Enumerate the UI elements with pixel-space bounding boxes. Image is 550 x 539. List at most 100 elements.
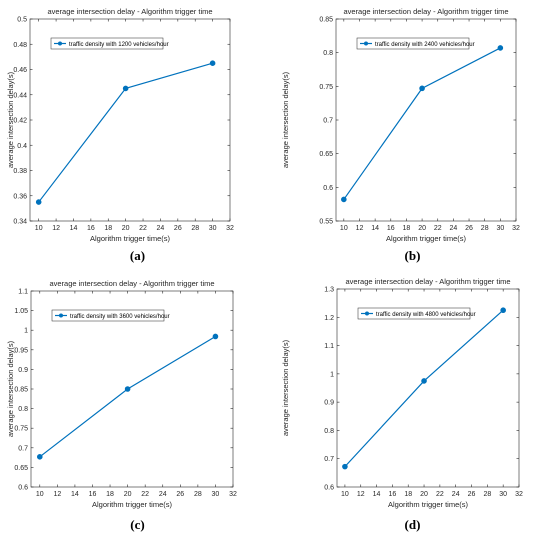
- data-point: [209, 60, 216, 66]
- x-tick-label: 22: [139, 225, 147, 232]
- x-tick-label: 30: [496, 225, 504, 232]
- y-tick-label: 0.6: [324, 485, 334, 492]
- chart-panel-a: 10 12 14 16 18 20 22 24 26 28 30 32 0.34 0.36 0.38 0.4 0…: [0, 0, 275, 269]
- y-tick-label: 0.65: [319, 151, 333, 158]
- x-tick-label: 14: [373, 491, 381, 498]
- x-tick-label: 20: [418, 225, 426, 232]
- chart-content: 10 12 14 16 18 20 22 24 26 28 30 32 0.6 0.7 0.8 0.9 1 1.1…: [281, 277, 523, 509]
- y-tick-label: 0.48: [13, 42, 27, 49]
- chart-d: 10 12 14 16 18 20 22 24 26 28 30 32 0.6 0.7 0.8 0.9 1 1.1…: [281, 277, 523, 509]
- y-tick-label: 1.1: [18, 289, 28, 296]
- chart-panel-b: 10 12 14 16 18 20 22 24 26 28 30 32 0.55 0.6 0.65 0.7 0.…: [275, 0, 550, 269]
- x-tick-label: 16: [87, 225, 95, 232]
- x-tick-label: 16: [89, 491, 97, 498]
- x-tick-label: 26: [465, 225, 473, 232]
- y-tick-label: 0.85: [319, 17, 333, 24]
- x-tick-label: 30: [209, 225, 217, 232]
- data-point: [342, 463, 348, 470]
- x-tick-label: 28: [481, 225, 489, 232]
- x-tick-label: 16: [387, 225, 395, 232]
- y-tick-label: 0.85: [14, 387, 28, 394]
- chart-title: average intersection delay - Algorithm t…: [343, 7, 508, 16]
- data-point: [497, 45, 504, 51]
- data-point: [341, 196, 347, 203]
- chart-content: 10 12 14 16 18 20 22 24 26 28 30 32 0.55 0.6 0.65 0.7 0.…: [281, 7, 520, 243]
- data-point: [122, 85, 129, 92]
- chart-content: 10 12 14 16 18 20 22 24 26 28 30 32 0.34 0.36 0.38 0.4 0…: [6, 7, 234, 243]
- y-tick-label: 0.75: [319, 84, 333, 91]
- x-tick-label: 14: [70, 225, 78, 232]
- y-tick-label: 0.38: [13, 168, 27, 175]
- x-tick-label: 28: [194, 491, 202, 498]
- x-tick-label: 20: [122, 225, 130, 232]
- y-tick-label: 0.6: [18, 485, 28, 492]
- data-point: [212, 333, 219, 340]
- x-tick-label: 32: [226, 225, 234, 232]
- x-tick-label: 24: [157, 225, 165, 232]
- x-tick-label: 24: [452, 491, 460, 498]
- y-tick-label: 1.3: [324, 287, 334, 294]
- y-axis-label: average intersection delay(s): [6, 340, 15, 437]
- chart-title: average intersection delay - Algorithm t…: [49, 279, 214, 288]
- chart-a: 10 12 14 16 18 20 22 24 26 28 30 32 0.34 0.36 0.38 0.4 0…: [6, 7, 234, 243]
- x-tick-label: 10: [35, 225, 43, 232]
- x-tick-label: 10: [341, 491, 349, 498]
- x-tick-label: 30: [212, 491, 220, 498]
- x-tick-label: 10: [36, 491, 44, 498]
- y-tick-label: 1: [330, 371, 334, 378]
- chart-panel-d: 10 12 14 16 18 20 22 24 26 28 30 32 0.6 0.7 0.8 0.9 1 1.1…: [275, 270, 550, 539]
- x-tick-label: 26: [174, 225, 182, 232]
- chart-b: 10 12 14 16 18 20 22 24 26 28 30 32 0.55 0.6 0.65 0.7 0.…: [281, 7, 520, 243]
- y-tick-label: 0.6: [323, 185, 333, 192]
- x-tick-label: 22: [141, 491, 149, 498]
- y-tick-label: 1: [24, 328, 28, 335]
- legend-label: traffic density with 1200 vehicles/hour: [69, 42, 169, 48]
- y-tick-label: 0.4: [17, 143, 27, 150]
- y-tick-label: 0.34: [13, 219, 27, 226]
- legend-label: traffic density with 3600 vehicles/hour: [70, 314, 170, 320]
- data-point: [124, 386, 131, 392]
- y-axis-label: average intersection delay(s): [281, 339, 290, 436]
- x-tick-label: 18: [403, 225, 411, 232]
- y-tick-label: 0.65: [14, 465, 28, 472]
- y-tick-label: 0.9: [324, 400, 334, 407]
- y-tick-label: 1.2: [324, 315, 334, 322]
- x-tick-label: 12: [52, 225, 60, 232]
- x-tick-label: 12: [357, 491, 365, 498]
- x-tick-label: 24: [159, 491, 167, 498]
- y-tick-label: 0.95: [14, 347, 28, 354]
- x-tick-label: 18: [106, 491, 114, 498]
- series-line: [39, 335, 216, 458]
- x-axis-label: Algorithm trigger time(s): [388, 500, 469, 509]
- x-tick-label: 26: [468, 491, 476, 498]
- x-axis-label: Algorithm trigger time(s): [90, 234, 171, 243]
- x-tick-label: 32: [512, 225, 520, 232]
- x-tick-label: 24: [449, 225, 457, 232]
- y-tick-label: 1.05: [14, 308, 28, 315]
- y-tick-label: 0.8: [323, 50, 333, 57]
- y-tick-label: 0.75: [14, 426, 28, 433]
- data-point: [421, 378, 427, 384]
- x-tick-label: 18: [104, 225, 112, 232]
- y-tick-label: 0.9: [18, 367, 28, 374]
- series-line: [38, 62, 213, 203]
- legend-box: [51, 309, 165, 322]
- y-tick-label: 0.8: [18, 406, 28, 413]
- x-tick-label: 14: [71, 491, 79, 498]
- x-tick-label: 32: [229, 491, 237, 498]
- x-tick-label: 12: [53, 491, 61, 498]
- x-axis-label: Algorithm trigger time(s): [386, 234, 467, 243]
- legend-label: traffic density with 4800 vehicles/hour: [376, 312, 476, 318]
- x-tick-label: 22: [436, 491, 444, 498]
- chart-title: average intersection delay - Algorithm t…: [47, 7, 212, 16]
- series-line: [344, 309, 504, 468]
- legend-marker: [365, 311, 369, 316]
- caption-a: (a): [129, 248, 146, 263]
- legend-label: traffic density with 2400 vehicles/hour: [375, 42, 475, 48]
- chart-title: average intersection delay - Algorithm t…: [345, 277, 510, 286]
- y-axis-label: average intersection delay(s): [6, 71, 15, 168]
- caption-b: (b): [404, 248, 421, 263]
- x-tick-label: 20: [124, 491, 132, 498]
- y-tick-label: 0.7: [323, 118, 333, 125]
- x-axis-label: Algorithm trigger time(s): [92, 500, 173, 509]
